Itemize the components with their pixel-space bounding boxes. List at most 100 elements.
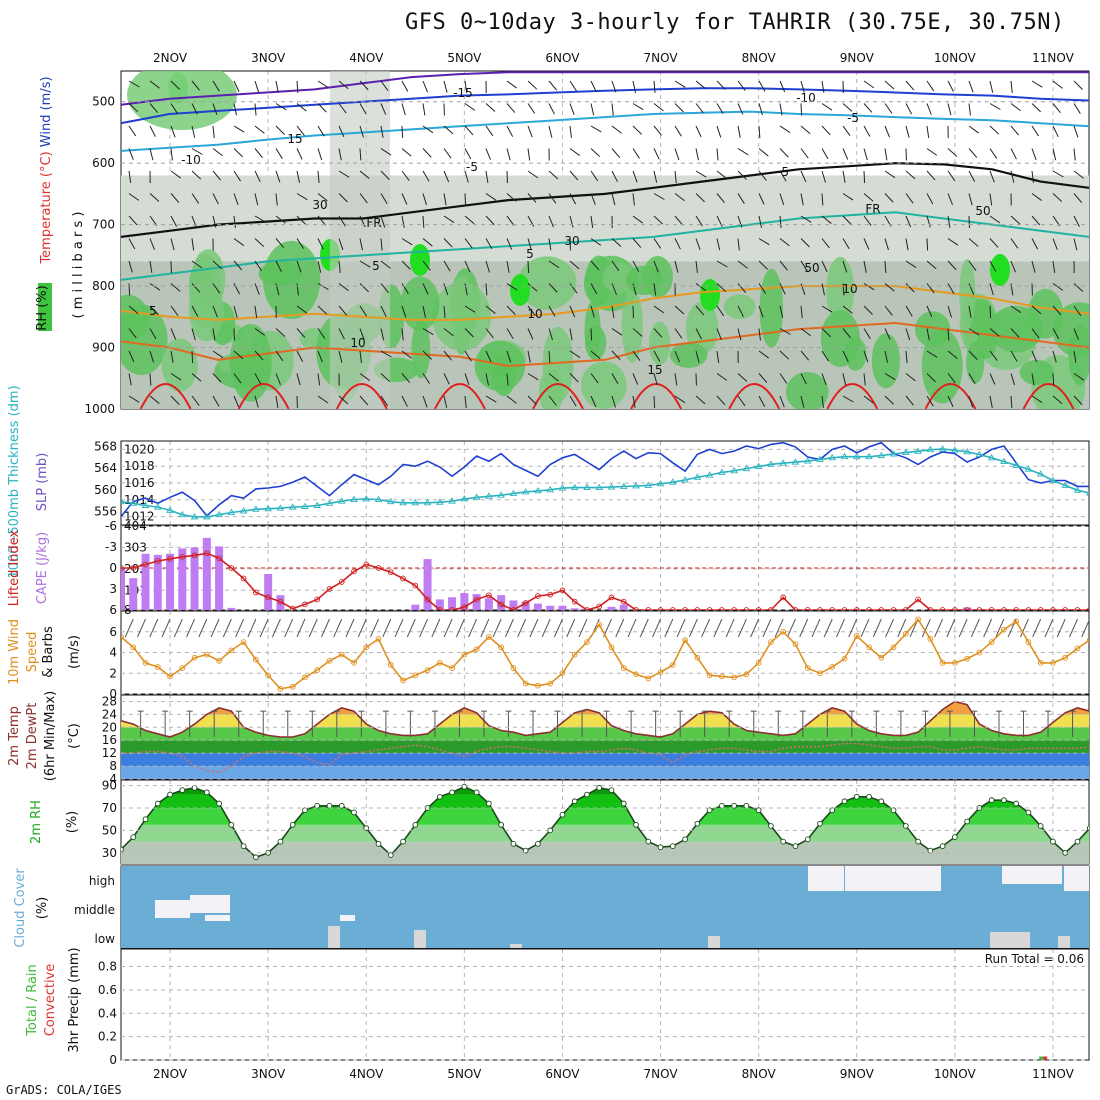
temp-ylabel-1: 2m Temp bbox=[7, 706, 22, 766]
lifted-index-line-point bbox=[915, 596, 921, 603]
rh-line-point bbox=[375, 840, 382, 847]
date-label-top: 9NOV bbox=[840, 51, 875, 65]
pressure-tick: 700 bbox=[92, 218, 115, 232]
date-label-top: 11NOV bbox=[1032, 51, 1074, 65]
cloud-base bbox=[121, 866, 1089, 948]
thickness-line-point bbox=[1073, 486, 1082, 493]
lifted-index-line-point bbox=[780, 594, 787, 601]
lifted-index-line-point bbox=[608, 594, 615, 601]
thickness-line-point bbox=[521, 488, 530, 495]
contour-label: -10 bbox=[796, 91, 816, 105]
lifted-index-line-point bbox=[1001, 607, 1007, 610]
lifted-index-line bbox=[121, 552, 1089, 610]
wind-tick: 2 bbox=[109, 666, 117, 680]
rh-line-point bbox=[1086, 825, 1089, 831]
cloud-row-low: low bbox=[95, 932, 116, 946]
lifted-index-line-point bbox=[792, 607, 799, 610]
thickness-line-point bbox=[669, 478, 677, 485]
rh-legend-swatch bbox=[38, 283, 52, 331]
rh-line-point bbox=[878, 798, 885, 805]
rh-ylabel-unit: (%) bbox=[65, 811, 80, 834]
wind-speed-line-point bbox=[412, 672, 419, 679]
thickness-line-point bbox=[276, 504, 285, 511]
thickness-line-point bbox=[975, 450, 984, 457]
wind-tick: 0 bbox=[109, 687, 117, 701]
rh-line-point bbox=[657, 844, 664, 851]
rh-line-point bbox=[890, 807, 897, 814]
cape-bar bbox=[264, 573, 273, 610]
rh-line-point bbox=[951, 834, 958, 840]
cape-bar bbox=[484, 598, 493, 610]
thickness-line-point bbox=[902, 448, 910, 455]
wind-speed-line-point bbox=[743, 671, 750, 678]
lifted-index-line-point bbox=[240, 575, 247, 582]
wind-speed-line-point bbox=[964, 655, 970, 662]
upper-air-field: -15 -10 -10 -5 -5 -5 FR FR 5 5 5 10 10 10 15 15 30 30 50 50 bbox=[121, 71, 1089, 409]
cape-bar bbox=[121, 567, 125, 610]
lifted-index-line-point bbox=[559, 587, 566, 594]
rh-line-point bbox=[142, 816, 149, 823]
cape-bar bbox=[141, 553, 150, 610]
lifted-index-line-point bbox=[669, 607, 676, 610]
lifted-index-line-point bbox=[571, 598, 578, 605]
thickness-line-point bbox=[153, 503, 162, 510]
wind-ylabel-4: (m/s) bbox=[67, 635, 82, 669]
thickness-line-point bbox=[472, 493, 481, 500]
rh-line-point bbox=[535, 840, 541, 847]
wind-speed-line-point bbox=[596, 621, 603, 628]
wind-speed-line-point bbox=[1037, 660, 1044, 666]
thickness-ylabel: 1000~500mb Thickness (dm) bbox=[7, 385, 22, 578]
wind-speed-line-point bbox=[498, 644, 504, 651]
wind-tick: 4 bbox=[109, 646, 117, 660]
thickness-line-point bbox=[337, 497, 346, 504]
thickness-line-point bbox=[362, 495, 371, 502]
rh-line-point bbox=[939, 843, 946, 849]
temp-tick: 16 bbox=[102, 733, 117, 747]
date-label-top: 2NOV bbox=[153, 51, 188, 65]
date-label-top: 10NOV bbox=[934, 51, 976, 65]
cape-bar bbox=[435, 599, 444, 610]
wind-speed-line-point bbox=[375, 636, 382, 642]
rh-line-point bbox=[510, 840, 517, 847]
lifted-index-line-point bbox=[890, 607, 897, 610]
lifted-index-line-point bbox=[253, 589, 259, 596]
wind-panel: 0 2 4 6 bbox=[109, 610, 1090, 701]
wind-speed-line-point bbox=[976, 649, 983, 656]
contour-label: -5 bbox=[466, 160, 478, 174]
wind-speed-line-point bbox=[866, 644, 872, 651]
thickness-line-point bbox=[558, 484, 567, 491]
thickness-line-point bbox=[485, 492, 493, 499]
contour-label: 30 bbox=[564, 234, 579, 248]
lifted-index-line-point bbox=[645, 607, 652, 610]
lifted-index-line-point bbox=[473, 596, 480, 603]
lifted-index-tick: -6 bbox=[105, 519, 117, 533]
lifted-index-line-point bbox=[743, 607, 750, 610]
thickness-tick: 560 bbox=[94, 483, 117, 497]
cloud-row-high: high bbox=[89, 874, 115, 888]
thickness-line-point bbox=[889, 450, 898, 457]
upper-ylabel-temp-wind: Temperature (°C) Wind (m/s) bbox=[39, 76, 54, 264]
precip-bar bbox=[1039, 1056, 1044, 1060]
thickness-line-point bbox=[1049, 476, 1057, 484]
thickness-line-point bbox=[791, 458, 800, 465]
lifted-index-line-point bbox=[412, 582, 419, 589]
rh-line-point bbox=[669, 843, 676, 849]
lifted-index-line-point bbox=[289, 605, 296, 610]
rh-line-point bbox=[167, 791, 173, 798]
thickness-line-point bbox=[987, 453, 996, 461]
wind-speed-line-point bbox=[706, 672, 713, 679]
thickness-line-point bbox=[203, 512, 211, 520]
rh-line-point bbox=[253, 854, 259, 861]
wind-speed-line-point bbox=[461, 651, 468, 658]
date-label-top: 6NOV bbox=[545, 51, 580, 65]
isotherm-5 bbox=[121, 211, 1089, 281]
cape-bar bbox=[448, 597, 457, 610]
rh-line-point bbox=[1074, 838, 1081, 845]
wind-speed-line-point bbox=[449, 665, 455, 671]
wind-speed-line-point bbox=[1001, 626, 1007, 633]
rh-line-point bbox=[400, 838, 406, 845]
thickness-line-point bbox=[607, 483, 616, 490]
date-label-bottom: 8NOV bbox=[742, 1067, 777, 1081]
thickness-line-point bbox=[1000, 457, 1008, 465]
